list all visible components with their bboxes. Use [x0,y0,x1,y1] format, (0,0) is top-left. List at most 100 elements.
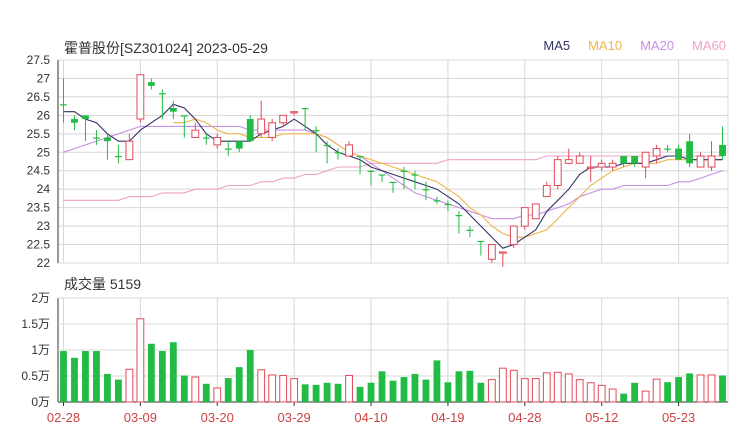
candle-body-down [104,137,111,142]
legend: MA5 MA10 MA20 MA60 [543,38,726,53]
x-tick-label: 04-10 [354,410,387,425]
volume-bar-down [411,373,419,402]
volume-bar-down [620,393,628,402]
volume-bar-down [378,371,386,402]
candle-body-down [422,189,430,191]
candle-body-down [323,144,331,147]
candle-body-down [675,148,682,160]
volume-bar-up [125,368,134,403]
x-tick-label: 04-28 [508,410,541,425]
price-tick-label: 22 [37,256,51,270]
ma20-line [63,125,723,220]
volume-bar-up [213,387,222,403]
volume-bar-up [509,369,518,403]
candle-body-up [487,244,496,260]
volume-bar-down [224,378,232,402]
candle-body-down [367,170,375,172]
candle-body-up [564,159,573,164]
volume-bar-up [564,373,573,403]
candle-body-down [444,203,452,206]
volume-bar-down [444,382,452,402]
volume-bar-down [93,351,100,402]
volume-bar-up [597,384,606,403]
volume-bar-down [356,386,364,402]
volume-bar-up [520,378,529,403]
volume-bar-down [631,382,639,402]
volume-tick-label: 0.5万 [21,369,50,383]
ma10-line [173,118,723,238]
price-tick-label: 23 [37,219,51,233]
candle-body-down [224,148,232,150]
candle-body-up [520,207,529,227]
candle-body-up [531,203,540,220]
candle-body-down [719,144,726,156]
volume-bar-up [696,374,705,403]
candle-body-down [411,174,419,176]
volume-bar-down [455,371,463,402]
volume-bar-down [389,380,397,402]
volume-bar-up [608,388,617,403]
volume-bar-down [312,384,320,402]
volume-bar-up [652,378,661,403]
candle-body-up [498,251,507,254]
candle-body-up [553,159,562,186]
volume-bar-down [477,382,485,402]
candle-body-down [620,155,628,164]
volume-bar-down [115,379,122,402]
candle-body-up [509,225,518,246]
price-tick-label: 26 [37,108,51,122]
candle-body-up [586,166,595,169]
volume-bar-down [719,375,726,402]
candle-body-up [257,118,266,135]
volume-bar-down [367,382,375,402]
volume-bar-down [235,367,243,402]
volume-bar-up [542,372,551,403]
candle-body-up [268,122,277,139]
chart-title: 霍普股份[SZ301024] 2023-05-29 [64,40,268,56]
volume-bar-down [169,342,177,402]
candle-body-up [125,140,134,161]
price-tick-label: 23.5 [27,201,51,215]
candle-body-down [246,119,254,142]
candle-body-down [115,155,122,158]
candle-body-down [158,93,166,95]
candle-body-down [631,155,639,164]
legend-ma60: MA60 [692,38,726,53]
volume-bar-up [707,374,716,403]
candle-body-up [608,162,617,168]
volume-bar-down [60,351,67,402]
volume-bar-up [487,379,496,403]
volume-bar-up [136,318,145,403]
candle-body-up [575,155,584,164]
x-tick-label: 03-29 [278,410,311,425]
candle-body-down [466,229,474,231]
candle-body-up [707,155,716,168]
volume-bar-up [279,374,288,403]
volume-tick-label: 1.5万 [21,317,50,331]
candle-body-down [455,215,463,217]
price-tick-label: 25 [37,145,51,159]
volume-bar-up [641,390,650,403]
candle-body-down [301,107,309,110]
volume-bar-down [158,351,166,402]
candle-body-down [235,141,243,149]
price-tick-label: 25.5 [27,127,51,141]
candle-body-down [82,115,89,120]
legend-ma20: MA20 [640,38,675,53]
candle-body-down [180,115,188,117]
volume-bar-up [553,371,562,403]
candle-body-down [433,200,441,202]
ma60-line [63,155,723,201]
volume-bar-down [71,357,78,402]
volume-bar-down [246,350,254,402]
candle-body-down [147,82,155,86]
volume-bar-up [575,379,584,403]
candle-body-down [312,130,320,132]
candle-body-down [71,119,78,123]
candle-body-down [378,174,386,176]
candle-body-down [686,141,693,164]
price-tick-label: 24.5 [27,164,51,178]
volume-tick-label: 2万 [31,291,50,305]
